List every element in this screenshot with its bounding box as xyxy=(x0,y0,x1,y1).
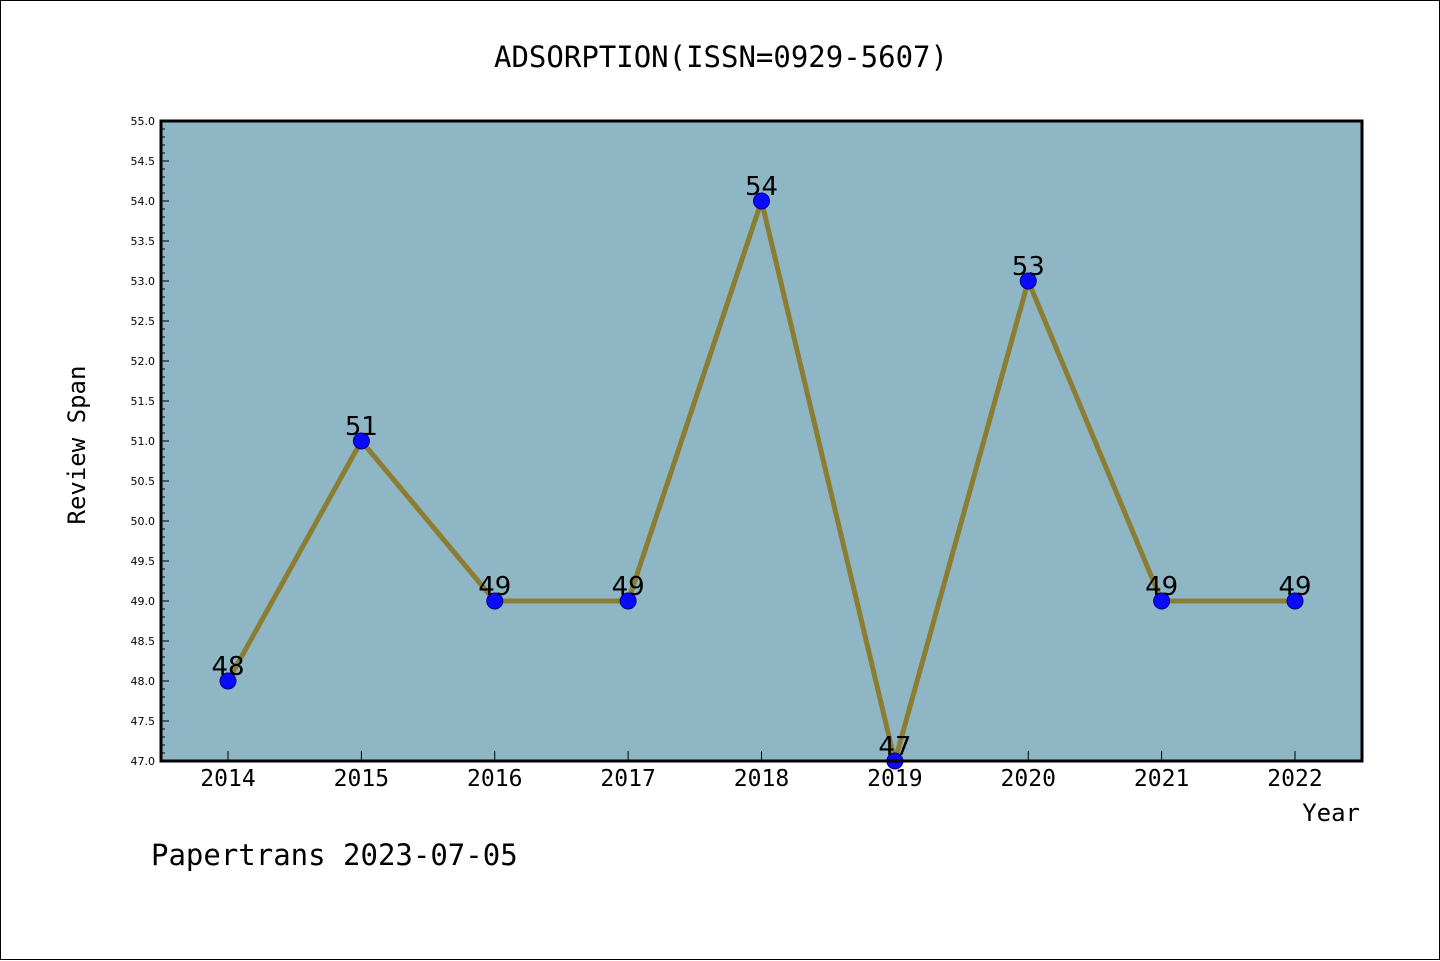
data-point xyxy=(486,592,504,610)
x-axis-label: Year xyxy=(1302,799,1360,827)
data-point xyxy=(619,592,637,610)
data-label: 54 xyxy=(745,172,778,202)
x-tick-label: 2015 xyxy=(334,766,389,792)
x-axis: 2014 2015 2016 2017 2018 2019 2020 2021 2022 xyxy=(200,751,1323,792)
plot-border xyxy=(159,119,1364,763)
y-tick-label: 51.5 xyxy=(131,395,156,408)
y-tick-label: 55.0 xyxy=(131,115,156,128)
x-tick-label: 2022 xyxy=(1267,766,1322,792)
data-label: 49 xyxy=(612,572,645,602)
y-tick-label: 52.5 xyxy=(131,315,156,328)
x-tick-label: 2019 xyxy=(867,766,922,792)
y-tick-label: 47.0 xyxy=(131,755,156,768)
data-label: 49 xyxy=(1145,572,1178,602)
y-tick-label: 50.5 xyxy=(131,475,156,488)
y-axis: 47.0 47.5 48.0 48.5 49.0 49.5 50.0 50.5 51.0 51.5… xyxy=(131,115,169,768)
footer-watermark: Papertrans 2023-07-05 xyxy=(151,838,518,872)
y-tick-label: 51.0 xyxy=(131,435,156,448)
data-label: 48 xyxy=(211,652,244,682)
y-tick-label: 47.5 xyxy=(131,715,156,728)
y-tick-label: 53.0 xyxy=(131,275,156,288)
x-tick-label: 2021 xyxy=(1134,766,1189,792)
data-label: 49 xyxy=(1278,572,1311,602)
y-tick-label: 52.0 xyxy=(131,355,156,368)
x-tick-label: 2017 xyxy=(600,766,655,792)
x-tick-label: 2014 xyxy=(200,766,255,792)
data-point xyxy=(1153,592,1171,610)
y-tick-label: 49.5 xyxy=(131,555,156,568)
y-tick-label: 54.5 xyxy=(131,155,156,168)
plot-area xyxy=(161,121,1362,761)
y-tick-label: 49.0 xyxy=(131,595,156,608)
data-point xyxy=(753,192,770,210)
data-point xyxy=(1286,592,1304,610)
x-tick-label: 2016 xyxy=(467,766,522,792)
data-label: 47 xyxy=(878,732,911,762)
y-tick-label: 53.5 xyxy=(131,235,156,248)
data-point xyxy=(1019,272,1037,290)
y-tick-label: 48.5 xyxy=(131,635,156,648)
chart-title: ADSORPTION(ISSN=0929-5607) xyxy=(494,40,948,74)
y-tick-label: 54.0 xyxy=(131,195,156,208)
data-point xyxy=(352,432,370,450)
data-label: 51 xyxy=(345,412,378,442)
y-tick-label: 48.0 xyxy=(131,675,156,688)
y-tick-label: 50.0 xyxy=(131,515,156,528)
data-label: 53 xyxy=(1012,252,1045,282)
y-axis-label: Review Span xyxy=(63,366,91,525)
data-label: 49 xyxy=(478,572,511,602)
data-point xyxy=(219,672,237,690)
x-tick-label: 2018 xyxy=(734,766,789,792)
x-tick-label: 2020 xyxy=(1001,766,1056,792)
